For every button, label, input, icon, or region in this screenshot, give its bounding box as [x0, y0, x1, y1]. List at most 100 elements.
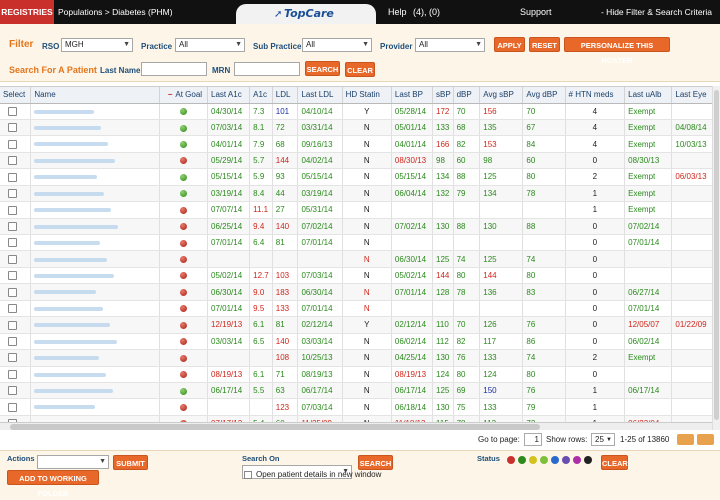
rows-per-page-select[interactable]: 25 ▼: [591, 433, 615, 446]
rso-select[interactable]: MGH ▼: [61, 38, 133, 52]
row-select-checkbox[interactable]: [8, 205, 17, 215]
column-header-dbp[interactable]: dBP: [453, 87, 481, 104]
add-to-working-folder-button[interactable]: ADD TO WORKING FOLDER: [7, 470, 99, 498]
patient-name-cell[interactable]: [30, 103, 160, 120]
patient-name-cell[interactable]: [30, 168, 160, 186]
redacted-patient-name[interactable]: [34, 323, 111, 328]
patient-name-cell[interactable]: [30, 349, 160, 367]
row-select-checkbox[interactable]: [8, 287, 17, 297]
patient-name-cell[interactable]: [30, 250, 160, 268]
patient-search-button[interactable]: SEARCH: [305, 61, 340, 76]
row-select-checkbox[interactable]: [8, 304, 17, 314]
mrn-input[interactable]: [234, 62, 300, 76]
patient-name-cell[interactable]: [30, 415, 160, 422]
table-row[interactable]: 04/01/14 7.9 68 09/16/13 N 04/01/14 166 82 153 84…: [0, 135, 720, 153]
column-header-sbp[interactable]: sBP: [432, 87, 454, 104]
row-select-checkbox[interactable]: [8, 172, 17, 182]
redacted-patient-name[interactable]: [34, 126, 102, 131]
table-row[interactable]: 07/01/14 6.4 81 07/01/14 N 0 07/01/14: [0, 234, 720, 252]
patient-name-cell[interactable]: [30, 267, 160, 285]
provider-select[interactable]: All ▼: [415, 38, 485, 52]
redacted-patient-name[interactable]: [34, 273, 115, 278]
redacted-patient-name[interactable]: [34, 356, 100, 361]
table-row[interactable]: 08/19/13 6.1 71 08/19/13 N 08/19/13 124 80 124 80…: [0, 366, 720, 383]
row-select-checkbox[interactable]: [8, 337, 17, 347]
vertical-scrollbar[interactable]: [712, 86, 720, 430]
redacted-patient-name[interactable]: [34, 224, 119, 229]
patient-name-cell[interactable]: [30, 382, 160, 400]
column-header-last-ldl[interactable]: Last LDL: [297, 87, 343, 104]
row-select-checkbox[interactable]: [8, 123, 17, 133]
redacted-patient-name[interactable]: [34, 372, 107, 377]
row-select-checkbox[interactable]: [8, 271, 17, 281]
table-row[interactable]: 07/01/14 9.5 133 07/01/14 N 0 07/01/14: [0, 300, 720, 318]
row-select-checkbox[interactable]: [8, 369, 17, 379]
status-color-dot[interactable]: [551, 456, 559, 464]
status-clear-button[interactable]: CLEAR: [601, 455, 628, 470]
table-row[interactable]: 123 07/03/14 N 06/18/14 130 75 133 79 1: [0, 398, 720, 416]
row-select-checkbox[interactable]: [8, 386, 17, 396]
row-select-checkbox[interactable]: [8, 254, 17, 264]
table-row[interactable]: 05/15/14 5.9 93 05/15/14 N 05/15/14 134 88 125 80…: [0, 168, 720, 186]
redacted-patient-name[interactable]: [34, 158, 116, 163]
patient-clear-button[interactable]: CLEAR: [345, 62, 375, 77]
column-header-htn-meds[interactable]: # HTN meds: [565, 87, 626, 104]
column-header-last-ualb[interactable]: Last uAlb: [624, 87, 673, 104]
horizontal-scrollbar[interactable]: [0, 422, 712, 430]
hide-filter-link[interactable]: - Hide Filter & Search Criteria: [600, 7, 712, 17]
column-header-avg-dbp[interactable]: Avg dBP: [522, 87, 566, 104]
column-header-a1c[interactable]: A1c: [249, 87, 273, 104]
page-number-input[interactable]: 1: [524, 433, 542, 446]
prev-page-button[interactable]: [677, 434, 694, 445]
open-details-checkbox[interactable]: [244, 471, 252, 479]
table-row[interactable]: 12/19/13 6.1 81 02/12/14 Y 02/12/14 110 70 126 76…: [0, 316, 720, 334]
vertical-scroll-thumb[interactable]: [714, 90, 719, 420]
row-select-checkbox[interactable]: [8, 419, 17, 422]
patient-name-cell[interactable]: [30, 135, 160, 153]
status-color-dot[interactable]: [529, 456, 537, 464]
support-link[interactable]: Support: [520, 7, 552, 17]
patient-name-cell[interactable]: [30, 366, 160, 383]
table-row[interactable]: 06/17/14 5.5 63 06/17/14 N 06/17/14 125 69 150 76…: [0, 382, 720, 400]
status-color-dot[interactable]: [584, 456, 592, 464]
status-color-dot[interactable]: [507, 456, 515, 464]
patient-name-cell[interactable]: [30, 234, 160, 252]
apply-button[interactable]: APPLY: [494, 37, 525, 52]
status-color-dot[interactable]: [573, 456, 581, 464]
patient-name-cell[interactable]: [30, 218, 160, 236]
patient-name-cell[interactable]: [30, 316, 160, 334]
sub-practice-select[interactable]: All ▼: [302, 38, 372, 52]
actions-select[interactable]: ▼: [37, 455, 109, 469]
patient-name-cell[interactable]: [30, 398, 160, 416]
row-select-checkbox[interactable]: [8, 106, 17, 116]
table-row[interactable]: 05/29/14 5.7 144 04/02/14 N 08/30/13 98 60 98 60 0…: [0, 152, 720, 170]
row-select-checkbox[interactable]: [8, 402, 17, 412]
table-row[interactable]: 03/03/14 6.5 140 03/03/14 N 06/02/14 112 82 117 8…: [0, 333, 720, 351]
submit-button[interactable]: SUBMIT: [113, 455, 148, 470]
status-color-dot[interactable]: [562, 456, 570, 464]
search-on-select[interactable]: ▼: [242, 465, 352, 479]
table-row[interactable]: 108 10/25/13 N 04/25/14 130 76 133 74 2 Exempt: [0, 349, 720, 367]
status-color-dot[interactable]: [540, 456, 548, 464]
column-header-name[interactable]: Name: [30, 87, 160, 104]
breadcrumb[interactable]: Populations > Diabetes (PHM): [58, 7, 173, 17]
column-header-last-bp[interactable]: Last BP: [391, 87, 434, 104]
row-select-checkbox[interactable]: [8, 238, 17, 248]
row-select-checkbox[interactable]: [8, 221, 17, 231]
column-header-at-goal[interactable]: − At Goal: [159, 87, 209, 104]
help-link[interactable]: Help (4), (0): [388, 0, 440, 24]
redacted-patient-name[interactable]: [34, 339, 118, 344]
row-select-checkbox[interactable]: [8, 189, 17, 199]
patient-name-cell[interactable]: [30, 152, 160, 170]
patient-name-cell[interactable]: [30, 333, 160, 351]
column-header-last-a1c[interactable]: Last A1c: [207, 87, 251, 104]
patient-name-cell[interactable]: [30, 119, 160, 137]
table-row[interactable]: 07/03/14 8.1 72 03/31/14 N 05/01/14 133 68 135 67…: [0, 119, 720, 137]
row-select-checkbox[interactable]: [8, 320, 17, 330]
redacted-patient-name[interactable]: [34, 257, 108, 262]
redacted-patient-name[interactable]: [34, 109, 95, 114]
last-name-input[interactable]: [141, 62, 207, 76]
table-row[interactable]: 06/30/14 9.0 183 06/30/14 N 07/01/14 128 78 136 8…: [0, 283, 720, 301]
registries-tab[interactable]: REGISTRIES: [0, 0, 54, 24]
redacted-patient-name[interactable]: [34, 306, 104, 311]
